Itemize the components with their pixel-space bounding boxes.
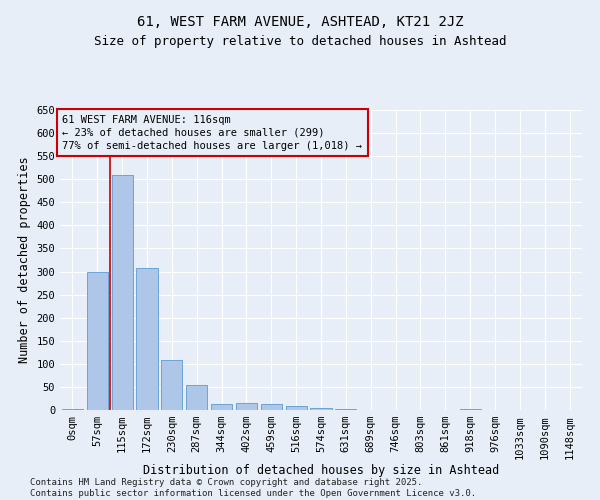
Bar bbox=[136, 268, 158, 410]
Bar bbox=[186, 385, 207, 410]
Bar bbox=[236, 403, 257, 410]
Text: Size of property relative to detached houses in Ashtead: Size of property relative to detached ho… bbox=[94, 35, 506, 48]
Text: 61 WEST FARM AVENUE: 116sqm
← 23% of detached houses are smaller (299)
77% of se: 61 WEST FARM AVENUE: 116sqm ← 23% of det… bbox=[62, 114, 362, 151]
Bar bbox=[310, 408, 332, 410]
Text: Contains HM Land Registry data © Crown copyright and database right 2025.
Contai: Contains HM Land Registry data © Crown c… bbox=[30, 478, 476, 498]
Bar bbox=[62, 408, 83, 410]
Bar bbox=[211, 404, 232, 410]
Bar bbox=[112, 174, 133, 410]
Bar bbox=[87, 272, 108, 410]
Bar bbox=[335, 409, 356, 410]
X-axis label: Distribution of detached houses by size in Ashtead: Distribution of detached houses by size … bbox=[143, 464, 499, 477]
Bar bbox=[261, 404, 282, 410]
Bar bbox=[161, 360, 182, 410]
Bar bbox=[286, 406, 307, 410]
Y-axis label: Number of detached properties: Number of detached properties bbox=[18, 156, 31, 364]
Bar bbox=[460, 408, 481, 410]
Text: 61, WEST FARM AVENUE, ASHTEAD, KT21 2JZ: 61, WEST FARM AVENUE, ASHTEAD, KT21 2JZ bbox=[137, 15, 463, 29]
